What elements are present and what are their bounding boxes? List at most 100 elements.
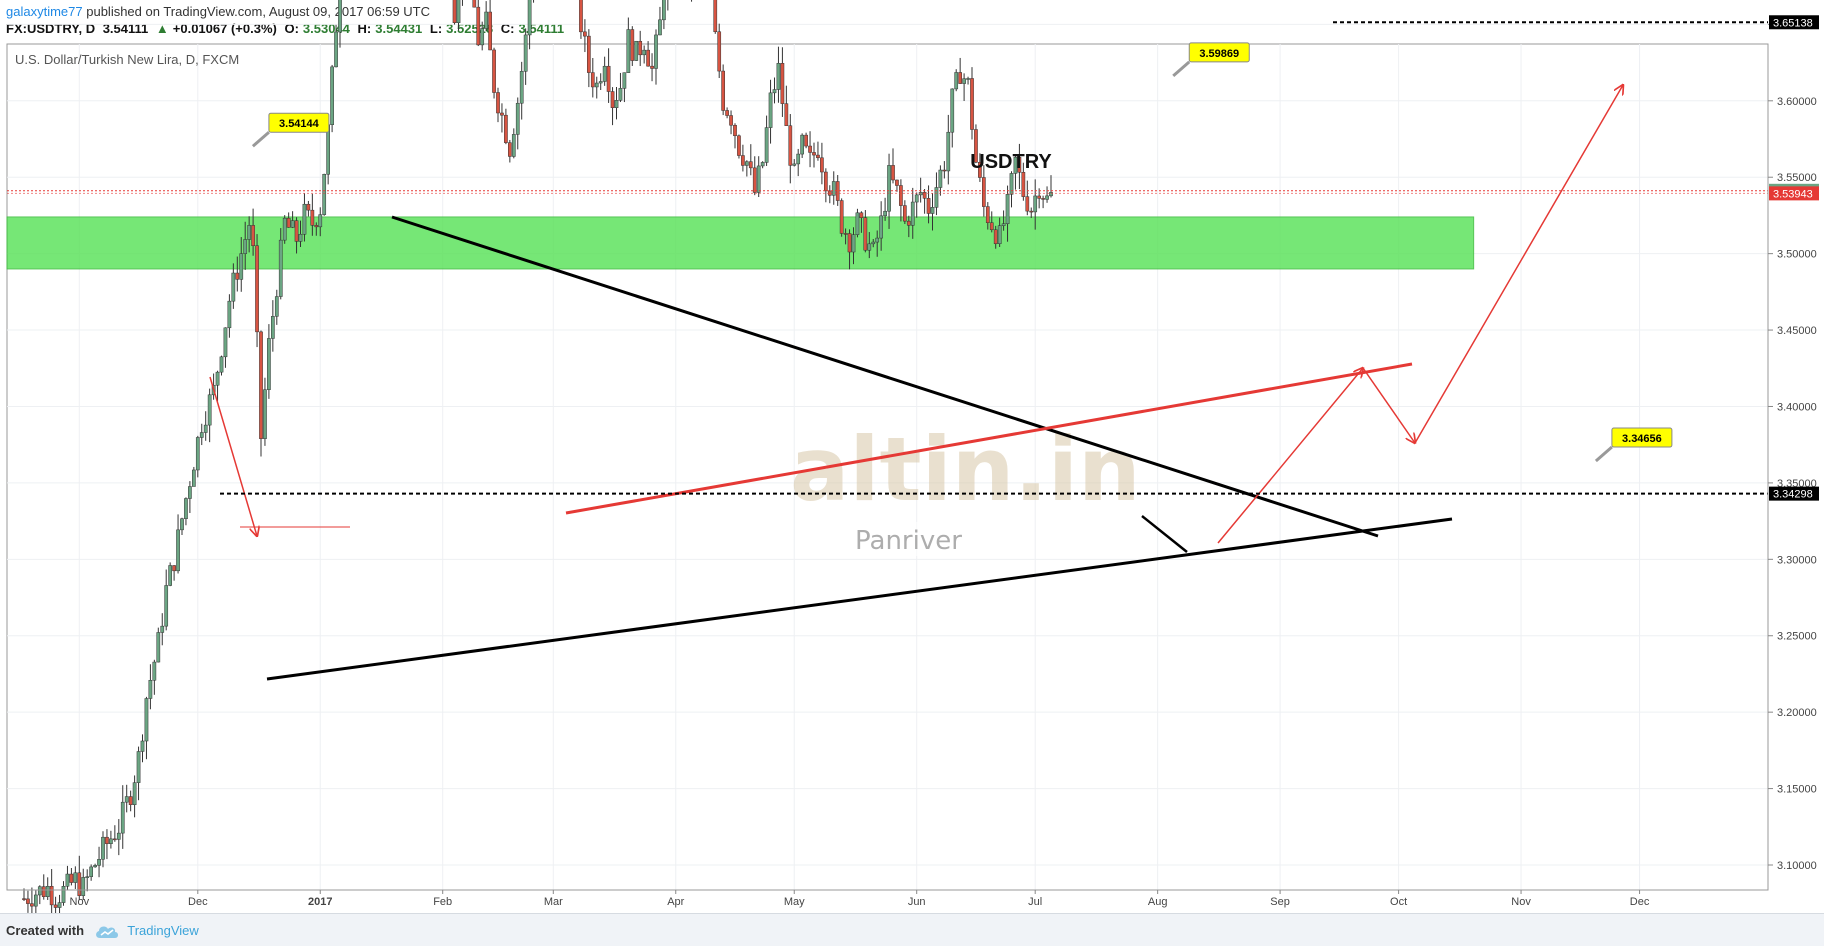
x-tick-label: Jul bbox=[1028, 896, 1042, 908]
candle-body bbox=[267, 338, 271, 390]
price-callout-label: 3.54144 bbox=[279, 118, 320, 130]
candle-body bbox=[195, 437, 200, 471]
candle-body bbox=[508, 142, 512, 157]
candle-body bbox=[847, 233, 852, 253]
candle-body bbox=[626, 29, 631, 73]
candle-body bbox=[278, 239, 283, 297]
candle-body bbox=[49, 886, 54, 906]
candle-body bbox=[1045, 195, 1049, 200]
red-channel-line bbox=[565, 362, 1413, 515]
candle-body bbox=[993, 229, 998, 244]
candle-body bbox=[488, 11, 492, 51]
candle-body bbox=[77, 872, 82, 896]
candle-body bbox=[172, 565, 176, 572]
candle-body bbox=[500, 112, 504, 116]
candle-body bbox=[622, 72, 627, 89]
candle-body bbox=[136, 751, 141, 783]
candle-body bbox=[298, 233, 303, 242]
candle-body bbox=[255, 245, 259, 333]
author-link[interactable]: galaxytime77 bbox=[6, 4, 83, 19]
x-tick-label: Oct bbox=[1390, 896, 1407, 908]
candle-body bbox=[772, 89, 777, 94]
x-tick-label: 2017 bbox=[308, 896, 332, 908]
candle-body bbox=[863, 217, 868, 251]
price-badge-label: 3.65138 bbox=[1773, 17, 1813, 29]
candle-body bbox=[982, 177, 986, 207]
x-tick-label: May bbox=[784, 896, 805, 908]
candle-body bbox=[784, 103, 789, 126]
candle-body bbox=[614, 100, 619, 108]
candle-body bbox=[504, 114, 508, 143]
candle-body bbox=[334, 31, 338, 68]
pane-label: U.S. Dollar/Turkish New Lira, D, FXCM bbox=[15, 52, 239, 67]
candle-body bbox=[926, 198, 931, 214]
candle-body bbox=[61, 886, 66, 903]
candle-body bbox=[26, 898, 30, 904]
candle-body bbox=[282, 217, 287, 241]
candle-body bbox=[1021, 172, 1026, 197]
chart-grid bbox=[7, 23, 1768, 890]
candle-body bbox=[906, 220, 911, 226]
candle-body bbox=[646, 49, 650, 67]
candle-body bbox=[34, 894, 38, 907]
candle-body bbox=[812, 152, 816, 156]
candle-body bbox=[1037, 195, 1042, 199]
candle-body bbox=[804, 134, 808, 147]
candle-body bbox=[974, 129, 978, 163]
candle-body bbox=[164, 585, 169, 627]
candle-body bbox=[839, 200, 844, 234]
y-tick-label: 3.20000 bbox=[1777, 707, 1817, 719]
candle-body bbox=[310, 209, 315, 226]
y-tick-label: 3.50000 bbox=[1777, 249, 1817, 261]
candle-body bbox=[30, 903, 34, 907]
candle-body bbox=[879, 215, 883, 239]
candle-body bbox=[1049, 192, 1053, 197]
candle-body bbox=[1017, 156, 1022, 173]
candle-body bbox=[101, 836, 105, 860]
descending-resistance-line bbox=[391, 215, 1379, 538]
candle-body bbox=[168, 565, 173, 586]
y-tick-label: 3.15000 bbox=[1777, 784, 1817, 796]
candle-body bbox=[251, 225, 255, 246]
candle-body bbox=[843, 233, 848, 235]
candle-body bbox=[606, 65, 611, 92]
candle-body bbox=[903, 205, 907, 222]
candle-body bbox=[662, 0, 666, 21]
candle-body bbox=[523, 34, 528, 72]
candle-body bbox=[41, 886, 46, 897]
candle-body bbox=[650, 65, 654, 69]
candle-body bbox=[658, 19, 662, 36]
candle-body bbox=[1005, 194, 1010, 224]
candle-body bbox=[81, 877, 86, 896]
candle-body bbox=[594, 82, 599, 88]
price-axis[interactable]: 3.100003.150003.200003.250003.300003.350… bbox=[1767, 0, 1819, 890]
candle-body bbox=[109, 838, 113, 844]
candle-body bbox=[808, 145, 812, 153]
candle-body bbox=[259, 331, 263, 439]
candle-body bbox=[116, 832, 121, 840]
candle-body bbox=[792, 163, 797, 166]
candle-body bbox=[511, 134, 516, 157]
candle-body bbox=[760, 162, 765, 167]
candle-body bbox=[768, 92, 773, 128]
candle-body bbox=[630, 29, 635, 61]
time-axis[interactable]: Nov Dec 2017 Feb Mar Apr May Jun Jul Aug Sep Oct Nov… bbox=[7, 889, 1768, 908]
target-arrow-2 bbox=[1414, 85, 1623, 444]
candle-body bbox=[583, 31, 587, 37]
candle-body bbox=[764, 127, 769, 163]
candle-body bbox=[950, 88, 955, 133]
tradingview-brand[interactable]: TradingView bbox=[127, 923, 199, 938]
candle-body bbox=[306, 203, 311, 211]
price-callout-label: 3.34656 bbox=[1622, 433, 1662, 445]
candle-body bbox=[97, 859, 101, 866]
target-arrow-1 bbox=[1217, 368, 1363, 544]
tradingview-cloud-icon bbox=[95, 926, 118, 938]
candle-body bbox=[634, 40, 639, 61]
candle-body bbox=[37, 886, 42, 896]
candle-body bbox=[286, 217, 291, 228]
candle-body bbox=[227, 300, 232, 329]
ascending-support-line bbox=[266, 517, 1453, 681]
candle-body bbox=[128, 796, 133, 805]
candle-body bbox=[231, 272, 236, 302]
